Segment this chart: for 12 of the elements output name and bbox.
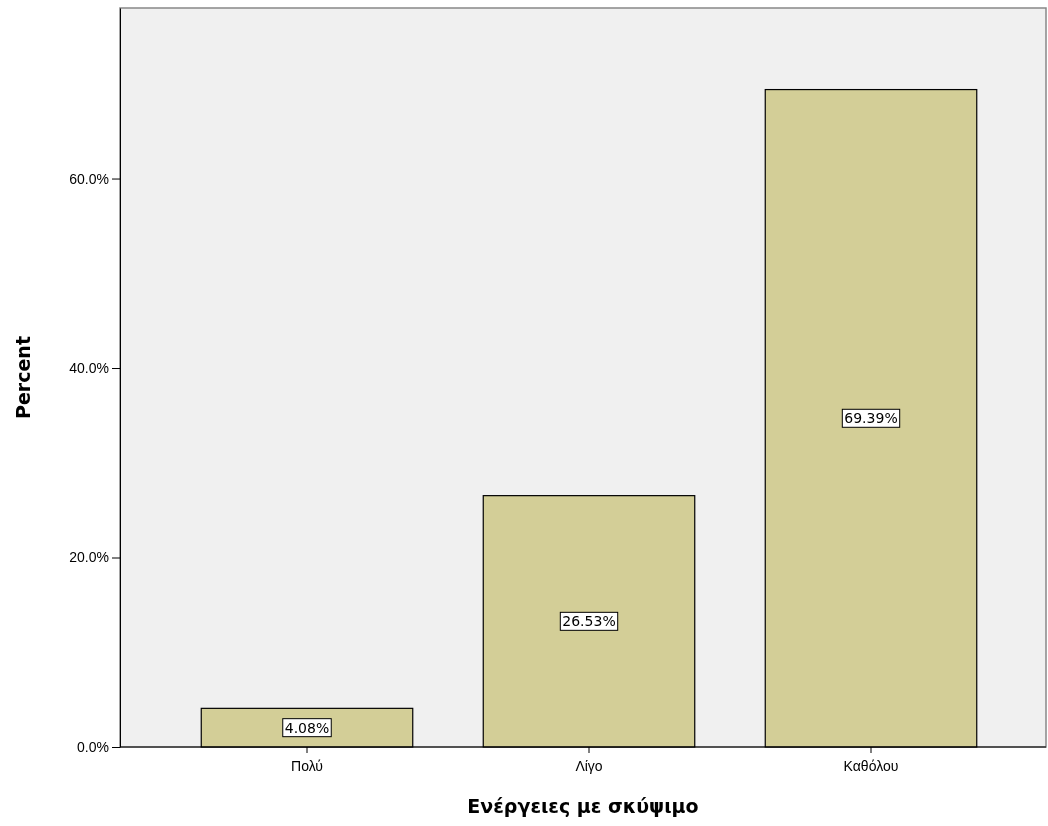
data-label: 69.39% (844, 410, 898, 427)
y-tick-label: 0.0% (77, 738, 109, 755)
data-label: 4.08% (284, 719, 330, 736)
y-tick-label: 60.0% (69, 170, 109, 187)
x-tick-label: Λίγο (575, 758, 603, 775)
y-tick-label: 20.0% (69, 549, 109, 566)
x-tick-label: Πολύ (291, 758, 323, 775)
data-label: 26.53% (562, 613, 616, 630)
y-tick-label: 40.0% (69, 360, 109, 377)
y-axis-title: Percent (12, 336, 34, 419)
x-axis-title: Ενέργειες με σκύψιμο (467, 795, 699, 817)
x-tick-label: Καθόλου (843, 758, 899, 775)
